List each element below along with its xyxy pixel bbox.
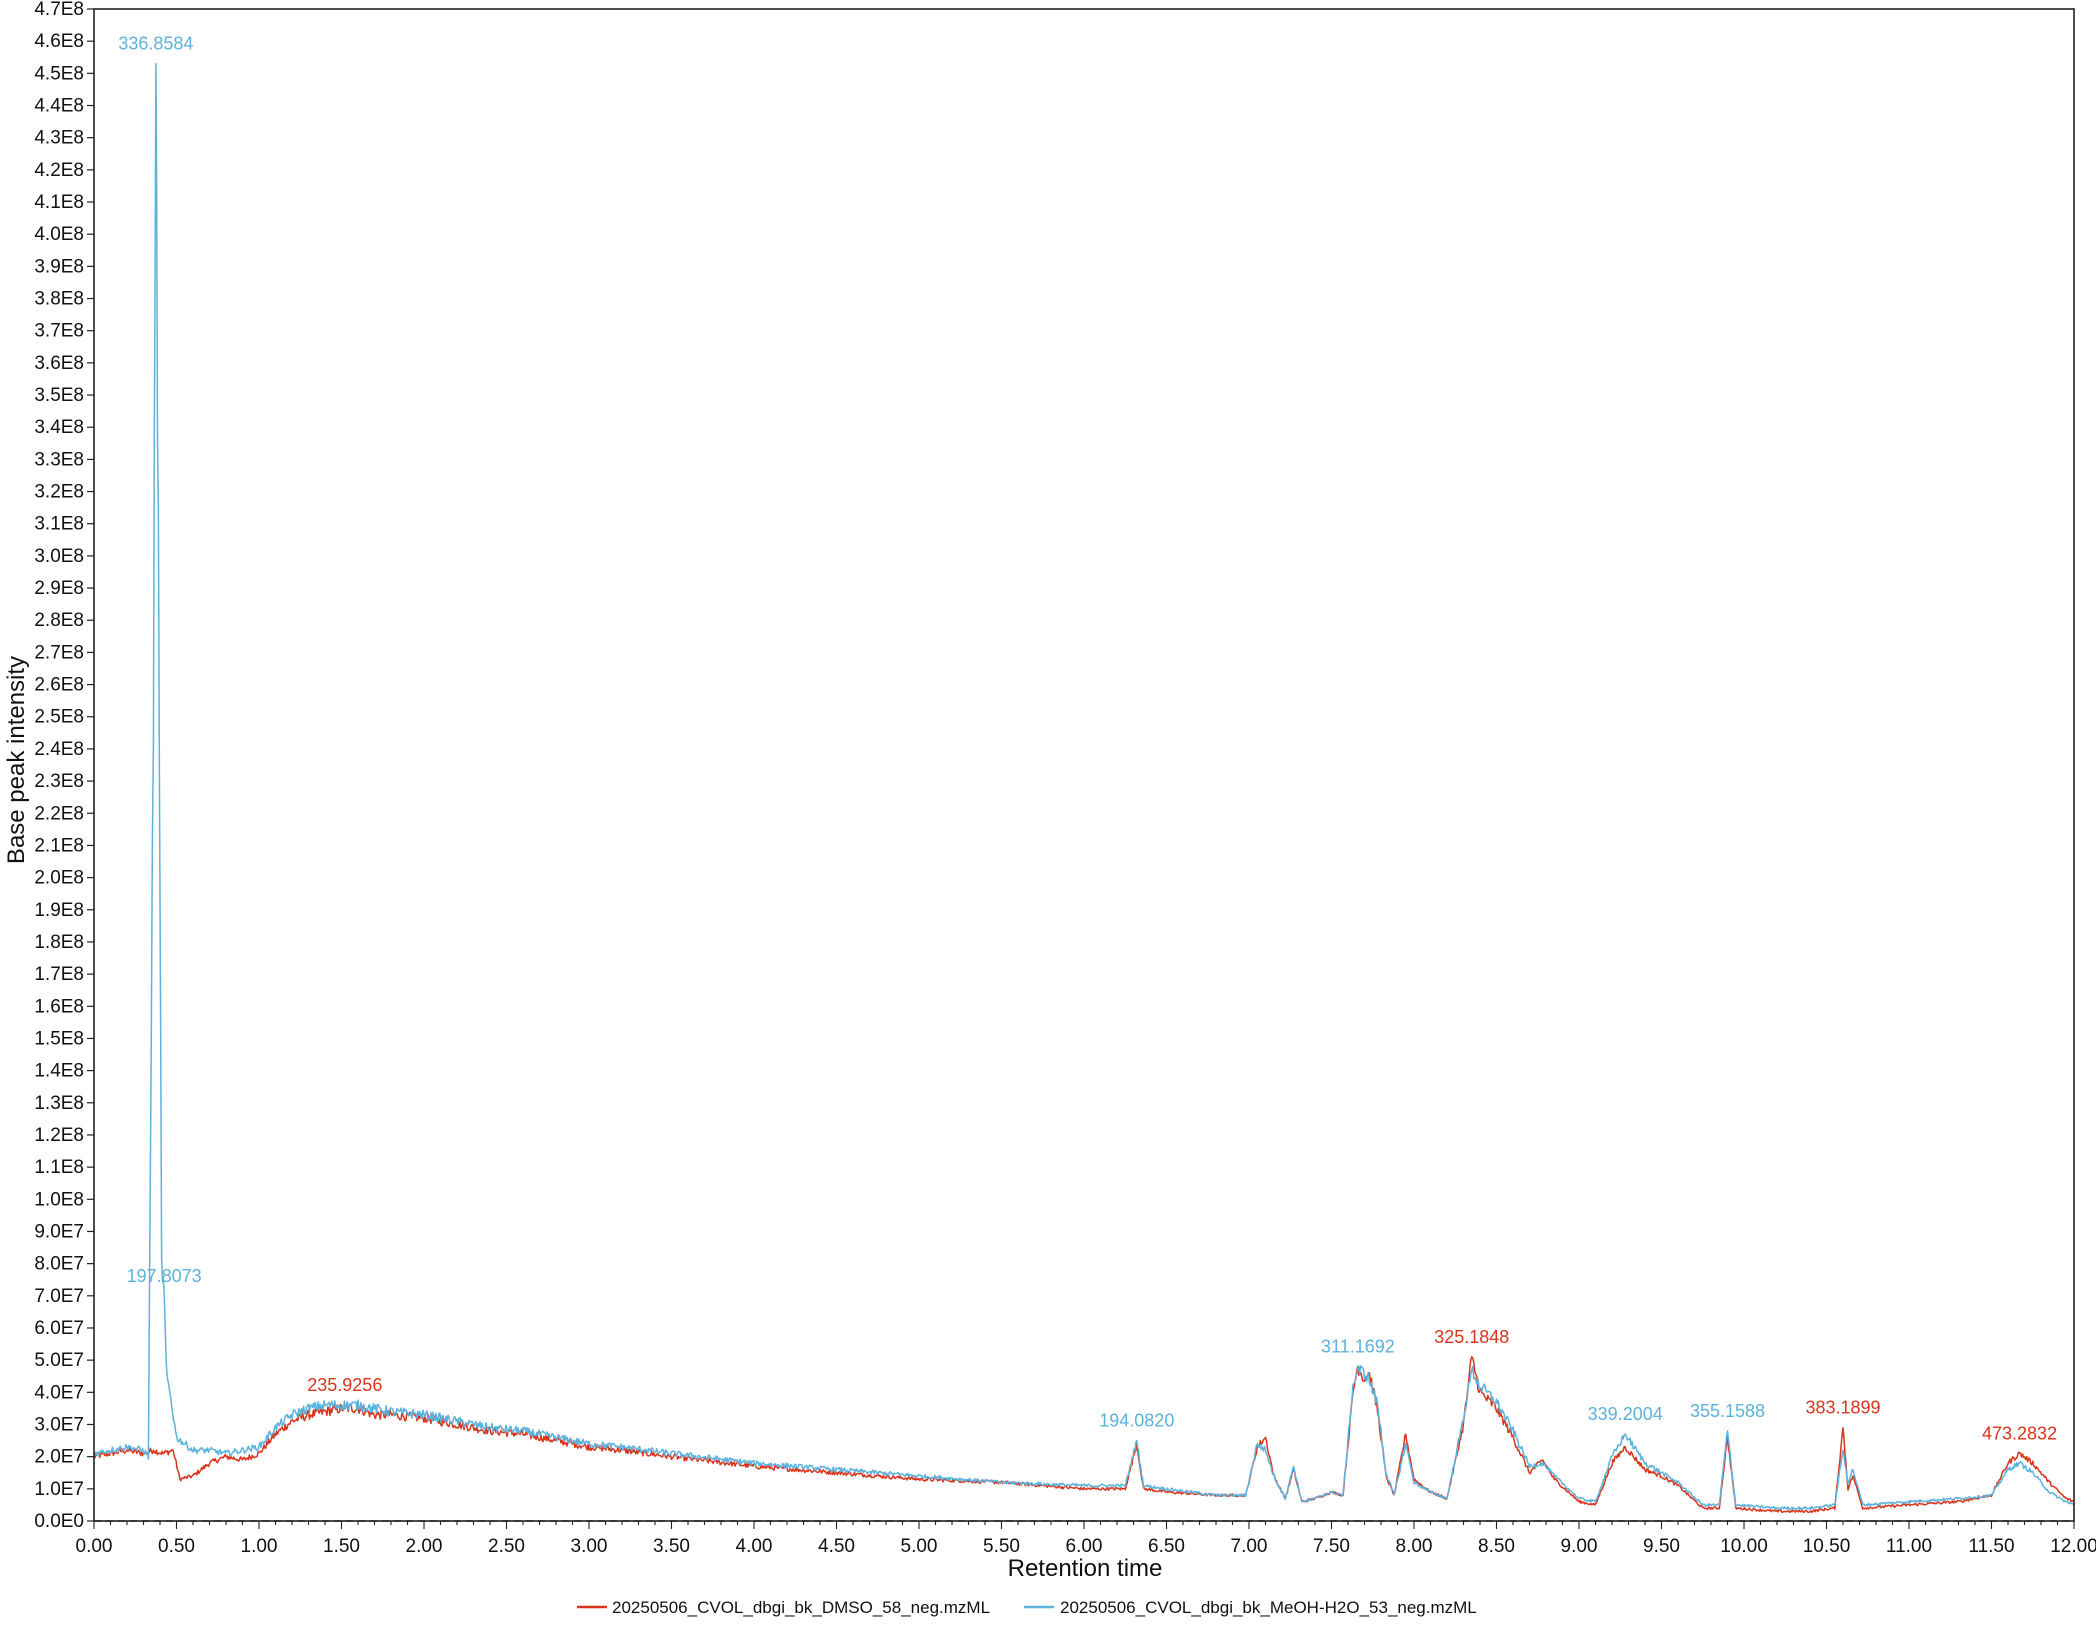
peak-label: 355.1588 <box>1690 1401 1765 1421</box>
series-line-meoh-h2o <box>93 62 2075 1511</box>
y-tick-label: 3.5E8 <box>34 385 84 406</box>
x-axis: 0.00 0.50 1.00 1.50 2.00 2.50 3.00 3.50 4.00 4.50… <box>76 1521 2096 1557</box>
peak-label: 197.8073 <box>127 1266 202 1286</box>
y-tick-label: 1.0E7 <box>34 1479 84 1500</box>
x-tick-label: 6.00 <box>1066 1536 1103 1557</box>
peak-label: 235.9256 <box>307 1375 382 1395</box>
y-tick-label: 3.1E8 <box>34 514 84 535</box>
series-line-dmso <box>93 1356 2075 1514</box>
peak-label: 473.2832 <box>1982 1423 2057 1443</box>
x-tick-label: 3.50 <box>653 1536 690 1557</box>
y-tick-label: 0.0E0 <box>34 1511 84 1532</box>
y-tick-label: 3.0E8 <box>34 546 84 567</box>
y-tick-label: 4.7E8 <box>34 0 84 20</box>
y-tick-label: 3.0E7 <box>34 1414 84 1435</box>
y-tick-label: 4.1E8 <box>34 192 84 213</box>
y-tick-label: 8.0E7 <box>34 1254 84 1275</box>
x-tick-label: 6.50 <box>1148 1536 1185 1557</box>
peak-label: 311.1692 <box>1321 1337 1395 1357</box>
x-tick-label: 9.50 <box>1643 1536 1680 1557</box>
y-tick-label: 4.4E8 <box>34 96 84 117</box>
y-tick-label: 5.0E7 <box>34 1350 84 1371</box>
peak-label: 194.0820 <box>1099 1411 1174 1431</box>
y-tick-label: 3.2E8 <box>34 482 84 503</box>
peak-label: 383.1899 <box>1805 1398 1880 1418</box>
y-tick-label: 1.6E8 <box>34 996 84 1017</box>
x-tick-label: 5.50 <box>983 1536 1020 1557</box>
y-axis-title: Base peak intensity <box>3 656 30 864</box>
y-tick-label: 2.3E8 <box>34 771 84 792</box>
y-tick-label: 3.9E8 <box>34 256 84 277</box>
y-tick-label: 3.8E8 <box>34 289 84 310</box>
y-tick-label: 1.5E8 <box>34 1028 84 1049</box>
x-tick-label: 7.00 <box>1231 1536 1268 1557</box>
x-tick-label: 1.50 <box>323 1536 360 1557</box>
y-tick-label: 1.1E8 <box>34 1157 84 1178</box>
y-tick-label: 2.6E8 <box>34 675 84 696</box>
legend: 20250506_CVOL_dbgi_bk_DMSO_58_neg.mzML 2… <box>577 1598 1477 1617</box>
y-tick-label: 4.0E7 <box>34 1382 84 1403</box>
x-tick-label: 11.00 <box>1886 1536 1932 1557</box>
x-tick-label: 3.00 <box>571 1536 608 1557</box>
y-tick-label: 6.0E7 <box>34 1318 84 1339</box>
legend-label-dmso: 20250506_CVOL_dbgi_bk_DMSO_58_neg.mzML <box>612 1598 990 1617</box>
x-tick-label: 7.50 <box>1313 1536 1350 1557</box>
y-axis: 0.0E0 1.0E7 2.0E7 3.0E7 4.0E7 5.0E7 6.0E7 7.0E7… <box>34 0 94 1532</box>
y-tick-label: 2.9E8 <box>34 578 84 599</box>
x-tick-label: 12.00 <box>2050 1536 2096 1557</box>
y-tick-label: 1.9E8 <box>34 900 84 921</box>
y-tick-label: 4.5E8 <box>34 63 84 84</box>
y-tick-label: 7.0E7 <box>34 1286 84 1307</box>
y-tick-label: 4.0E8 <box>34 224 84 245</box>
x-tick-label: 2.00 <box>406 1536 443 1557</box>
x-tick-label: 8.00 <box>1396 1536 1433 1557</box>
peak-annotations: 336.8584 197.8073 235.9256 194.0820 311.1692… <box>118 34 2057 1444</box>
y-tick-label: 4.6E8 <box>34 31 84 52</box>
y-tick-label: 4.2E8 <box>34 160 84 181</box>
peak-label: 339.2004 <box>1588 1404 1663 1424</box>
x-tick-label: 1.00 <box>241 1536 278 1557</box>
y-tick-label: 3.6E8 <box>34 353 84 374</box>
y-tick-label: 1.4E8 <box>34 1061 84 1082</box>
x-tick-label: 4.50 <box>818 1536 855 1557</box>
peak-label: 325.1848 <box>1434 1327 1509 1347</box>
legend-label-meoh: 20250506_CVOL_dbgi_bk_MeOH-H2O_53_neg.mz… <box>1060 1598 1477 1617</box>
y-tick-label: 2.0E7 <box>34 1447 84 1468</box>
y-tick-label: 9.0E7 <box>34 1221 84 1242</box>
x-tick-label: 10.50 <box>1803 1536 1851 1557</box>
y-tick-label: 1.0E8 <box>34 1189 84 1210</box>
y-tick-label: 1.3E8 <box>34 1093 84 1114</box>
y-tick-label: 2.5E8 <box>34 707 84 728</box>
x-tick-label: 11.50 <box>1968 1536 2014 1557</box>
x-tick-label: 5.00 <box>901 1536 938 1557</box>
x-tick-label: 0.00 <box>76 1536 113 1557</box>
y-tick-label: 1.7E8 <box>34 964 84 985</box>
y-tick-label: 2.0E8 <box>34 868 84 889</box>
y-tick-label: 3.7E8 <box>34 321 84 342</box>
x-axis-title: Retention time <box>1008 1555 1163 1582</box>
y-tick-label: 2.7E8 <box>34 642 84 663</box>
series-layer <box>93 62 2075 1514</box>
x-tick-label: 2.50 <box>488 1536 525 1557</box>
x-tick-label: 9.00 <box>1561 1536 1598 1557</box>
y-tick-label: 3.3E8 <box>34 449 84 470</box>
y-tick-label: 2.1E8 <box>34 835 84 856</box>
y-tick-label: 3.4E8 <box>34 417 84 438</box>
x-tick-label: 10.00 <box>1720 1536 1768 1557</box>
x-tick-label: 0.50 <box>158 1536 195 1557</box>
y-tick-label: 2.2E8 <box>34 803 84 824</box>
x-tick-label: 8.50 <box>1478 1536 1515 1557</box>
peak-label: 336.8584 <box>118 34 193 54</box>
y-tick-label: 1.2E8 <box>34 1125 84 1146</box>
y-tick-label: 2.4E8 <box>34 739 84 760</box>
y-tick-label: 4.3E8 <box>34 128 84 149</box>
y-tick-label: 2.8E8 <box>34 610 84 631</box>
y-tick-label: 1.8E8 <box>34 932 84 953</box>
x-tick-label: 4.00 <box>736 1536 773 1557</box>
